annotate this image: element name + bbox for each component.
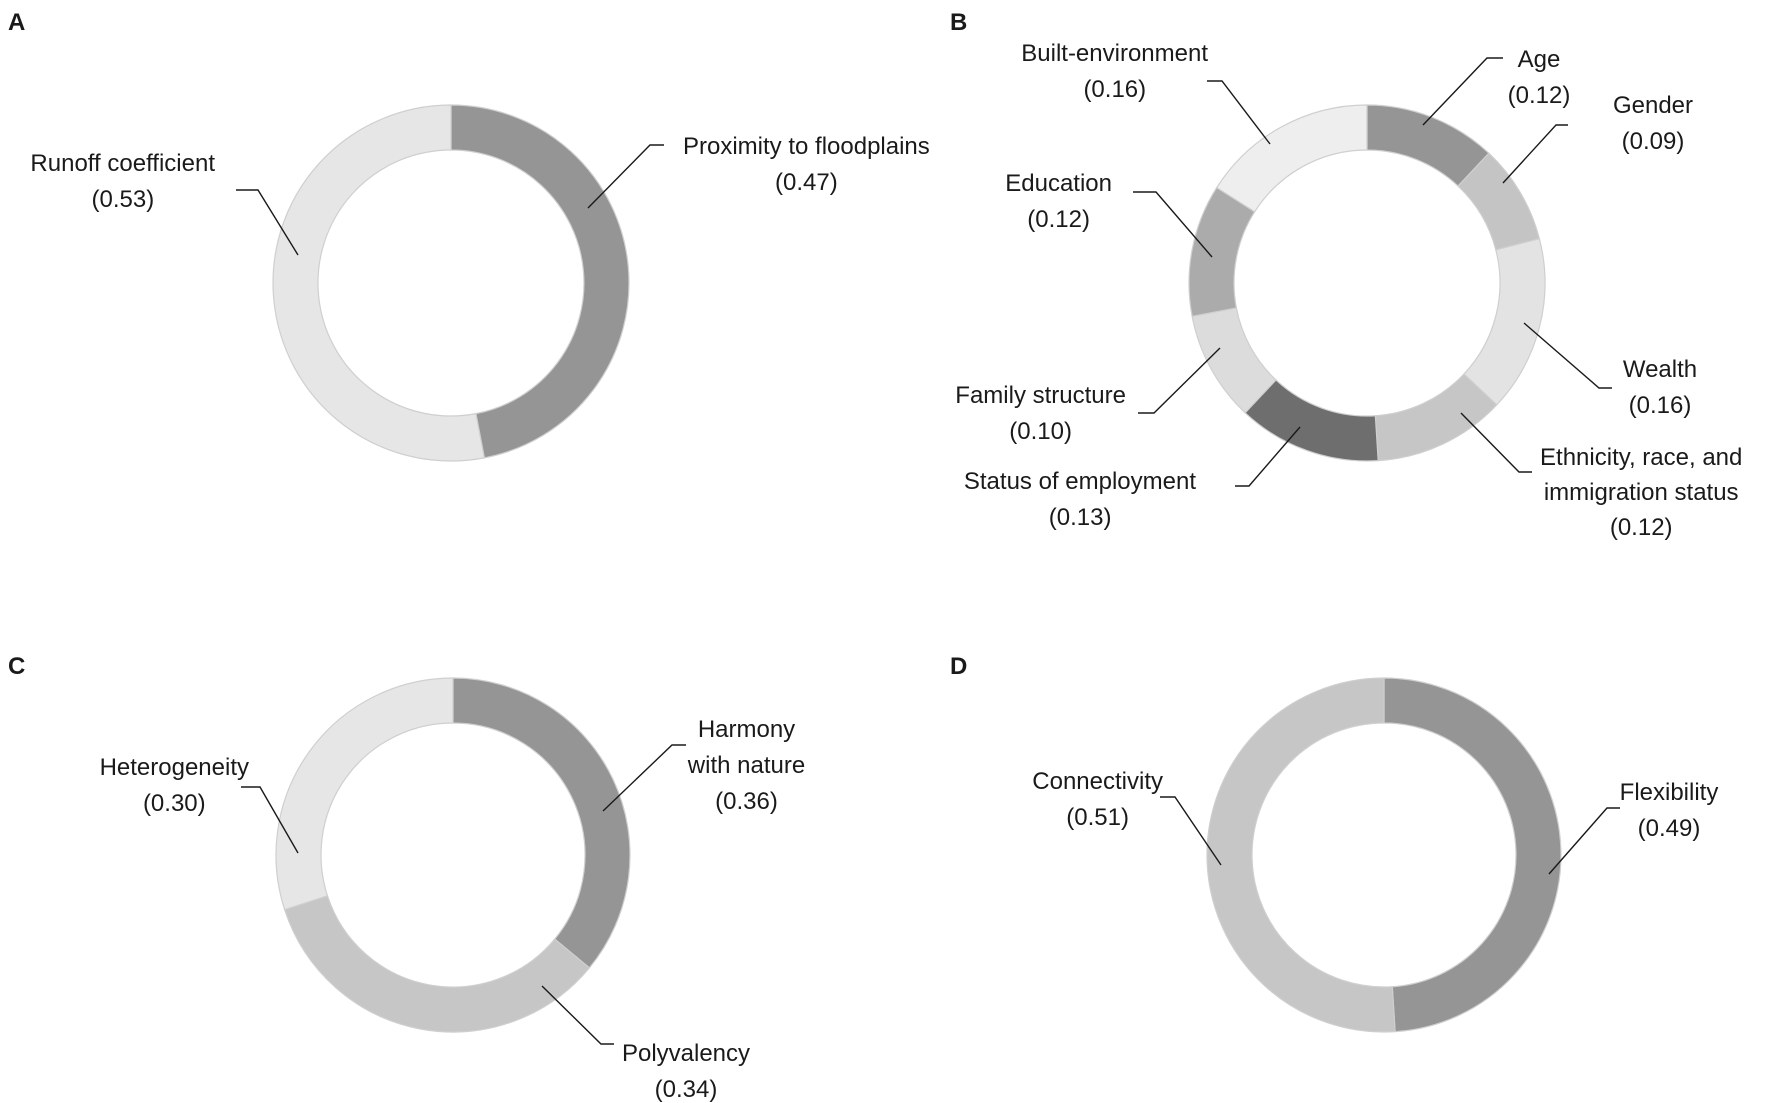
panel-letter-b: B: [950, 9, 967, 36]
slice-education: [1188, 186, 1256, 318]
slice-label-family-structure: Family structure (0.10): [955, 382, 1126, 445]
leader-line-ethnicity-race-and-immigration-status: [1460, 412, 1532, 473]
slice-label-wealth: Wealth (0.16): [1623, 356, 1697, 419]
leader-line-wealth: [1523, 322, 1612, 389]
slice-value-family-structure: (0.10): [1009, 418, 1072, 445]
slice-label-flexibility: Flexibility (0.49): [1620, 779, 1719, 842]
slice-ethnicity-race-and-immigration-status: [1374, 373, 1498, 462]
slice-name-heterogeneity: Heterogeneity: [100, 754, 249, 781]
slice-label-polyvalency: Polyvalency (0.34): [622, 1040, 750, 1103]
leader-line-connectivity: [1160, 796, 1222, 866]
leader-line-runoff-coefficient: [236, 189, 299, 256]
slice-label-education: Education (0.12): [1005, 170, 1112, 233]
slice-value-built-environment: (0.16): [1083, 76, 1146, 103]
slice-flexibility: [1383, 677, 1562, 1033]
leader-line-family-structure: [1138, 347, 1221, 414]
slice-value-harmony-with-nature: (0.36): [715, 788, 778, 815]
leader-line-gender: [1502, 124, 1568, 184]
slice-name-wealth: Wealth: [1623, 356, 1697, 383]
slice-polyvalency: [283, 895, 591, 1033]
slice-value-ethnicity-race-and-immigration-status: (0.12): [1610, 514, 1673, 541]
leader-line-built-environment: [1207, 80, 1271, 145]
slice-name-runoff-coefficient: Runoff coefficient: [30, 150, 215, 177]
leader-line-heterogeneity: [241, 786, 299, 854]
leader-line-proximity-to-floodplains: [587, 144, 664, 209]
leader-line-age: [1422, 57, 1503, 126]
slice-wealth: [1463, 237, 1546, 406]
slice-label-connectivity: Connectivity (0.51): [1032, 768, 1163, 831]
leader-line-harmony-with-nature: [602, 744, 686, 812]
donut-chart-d: D Flexibility (0.49) Connectivity (0.51): [950, 653, 1719, 1033]
slice-name-harmony-with-nature: with nature: [687, 752, 805, 779]
leader-line-status-of-employment: [1235, 426, 1301, 487]
slice-name-age: Age: [1518, 46, 1561, 73]
panel-letter-c: C: [8, 653, 25, 680]
leader-line-education: [1133, 191, 1213, 258]
slice-value-age: (0.12): [1508, 82, 1571, 109]
slice-value-status-of-employment: (0.13): [1049, 504, 1112, 531]
slice-label-built-environment: Built-environment (0.16): [1021, 40, 1208, 103]
panel-letter-a: A: [8, 9, 25, 36]
slice-name-flexibility: Flexibility: [1620, 779, 1719, 806]
slice-value-heterogeneity: (0.30): [143, 790, 206, 817]
slice-label-heterogeneity: Heterogeneity (0.30): [100, 754, 249, 817]
leader-line-polyvalency: [541, 985, 614, 1045]
slice-name-proximity-to-floodplains: Proximity to floodplains: [683, 133, 930, 160]
slice-label-proximity-to-floodplains: Proximity to floodplains (0.47): [683, 133, 930, 196]
slice-value-gender: (0.09): [1622, 128, 1685, 155]
donut-chart-c: C Harmony with nature (0.36) Polyvalency (0.3…: [8, 653, 805, 1103]
slice-name-family-structure: Family structure: [955, 382, 1126, 409]
slice-name-gender: Gender: [1613, 92, 1693, 119]
slice-label-age: Age (0.12): [1508, 46, 1571, 109]
slice-name-education: Education: [1005, 170, 1112, 197]
slice-label-status-of-employment: Status of employment (0.13): [964, 468, 1196, 531]
slice-name-ethnicity-race-and-immigration-status: immigration status: [1544, 479, 1739, 506]
slice-built-environment: [1215, 104, 1368, 213]
slice-runoff-coefficient: [272, 104, 486, 462]
slice-value-proximity-to-floodplains: (0.47): [775, 169, 838, 196]
slice-name-harmony-with-nature: Harmony: [698, 716, 795, 743]
panel-letter-d: D: [950, 653, 967, 680]
slice-name-status-of-employment: Status of employment: [964, 468, 1196, 495]
slice-value-wealth: (0.16): [1629, 392, 1692, 419]
slice-name-polyvalency: Polyvalency: [622, 1040, 750, 1067]
donut-chart-b: B Age (0.12) Gender (0.09) Wealth (0.16) Ethnic…: [950, 9, 1742, 541]
slice-proximity-to-floodplains: [450, 104, 630, 459]
slice-label-gender: Gender (0.09): [1613, 92, 1693, 155]
donut-chart-a: A Proximity to floodplains (0.47) Runoff co…: [8, 9, 930, 462]
leader-line-flexibility: [1548, 807, 1620, 875]
slice-name-connectivity: Connectivity: [1032, 768, 1163, 795]
slice-value-flexibility: (0.49): [1638, 815, 1701, 842]
slice-value-polyvalency: (0.34): [655, 1076, 718, 1103]
slice-heterogeneity: [275, 677, 454, 911]
slice-label-runoff-coefficient: Runoff coefficient (0.53): [30, 150, 215, 213]
slice-value-education: (0.12): [1027, 206, 1090, 233]
slice-value-connectivity: (0.51): [1066, 804, 1129, 831]
slice-value-runoff-coefficient: (0.53): [92, 186, 155, 213]
slice-label-harmony-with-nature: Harmony with nature (0.36): [687, 716, 805, 815]
slice-harmony-with-nature: [452, 677, 631, 969]
slice-name-ethnicity-race-and-immigration-status: Ethnicity, race, and: [1540, 444, 1742, 471]
slice-name-built-environment: Built-environment: [1021, 40, 1208, 67]
slice-label-ethnicity-race-and-immigration-status: Ethnicity, race, and immigration status (0…: [1540, 444, 1742, 541]
slice-connectivity: [1206, 677, 1396, 1033]
